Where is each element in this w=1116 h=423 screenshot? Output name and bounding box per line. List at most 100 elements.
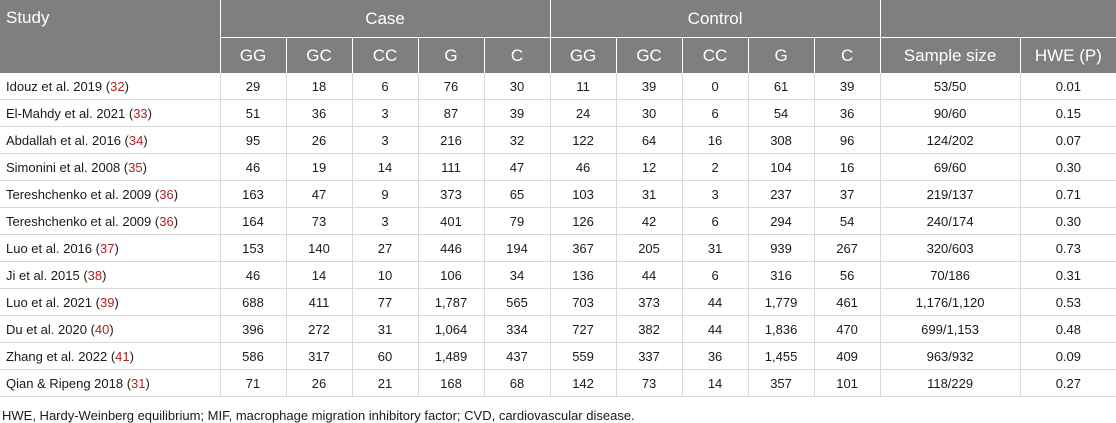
data-cell: 317 [286,342,353,370]
data-cell: 0.31 [1020,261,1116,289]
data-cell: 168 [418,369,485,397]
data-cell: 6 [682,99,749,127]
study-cell: Du et al. 2020 (40) [0,315,221,343]
data-cell: 26 [286,126,353,154]
data-cell: 70/186 [880,261,1021,289]
data-cell: 446 [418,234,485,262]
data-cell: 39 [616,73,683,100]
data-cell: 140 [286,234,353,262]
data-cell: 219/137 [880,180,1021,208]
study-author: Simonini et al. 2008 [6,159,121,175]
reference-link[interactable]: 35 [128,159,143,175]
table-row: Qian & Ripeng 2018 (31) 71 26 21 168 68 142 73 1… [0,369,1116,397]
data-cell: 727 [550,315,617,343]
column-header: HWE (P) [1020,37,1116,73]
data-cell: 164 [220,207,287,235]
data-cell: 357 [748,369,815,397]
data-cell: 699/1,153 [880,315,1021,343]
data-cell: 61 [748,73,815,100]
study-author: Luo et al. 2021 [6,294,93,310]
data-cell: 77 [352,288,419,316]
data-cell: 0.27 [1020,369,1116,397]
data-cell: 411 [286,288,353,316]
data-cell: 96 [814,126,881,154]
reference-link[interactable]: 36 [159,186,174,202]
data-cell: 163 [220,180,287,208]
data-cell: 382 [616,315,683,343]
study-author: El-Mahdy et al. 2021 [6,105,126,121]
data-cell: 205 [616,234,683,262]
data-cell: 122 [550,126,617,154]
study-cell: Ji et al. 2015 (38) [0,261,221,289]
reference-link[interactable]: 38 [87,267,103,283]
column-header: C [814,37,881,73]
study-author: Ji et al. 2015 [6,267,80,283]
study-author: Tereshchenko et al. 2009 [6,186,152,202]
table-row: Luo et al. 2016 (37) 153 140 27 446 194 367 205… [0,234,1116,262]
table-row: Zhang et al. 2022 (41) 586 317 60 1,489 437 55… [0,342,1116,370]
data-cell: 237 [748,180,815,208]
data-cell: 1,489 [418,342,485,370]
data-cell: 3 [352,99,419,127]
reference-link[interactable]: 32 [110,78,125,94]
data-cell: 64 [616,126,683,154]
data-cell: 46 [220,153,287,181]
study-cell: Luo et al. 2021 (39) [0,288,221,316]
data-cell: 401 [418,207,485,235]
data-cell: 39 [484,99,551,127]
data-cell: 95 [220,126,287,154]
column-header: CC [682,37,749,73]
data-cell: 3 [352,207,419,235]
reference-link[interactable]: 37 [99,240,115,256]
study-cell: Luo et al. 2016 (37) [0,234,221,262]
data-cell: 32 [484,126,551,154]
data-cell: 106 [418,261,485,289]
reference-link[interactable]: 31 [131,375,146,391]
data-cell: 42 [616,207,683,235]
data-cell: 240/174 [880,207,1021,235]
data-cell: 10 [352,261,419,289]
data-cell: 939 [748,234,815,262]
data-cell: 6 [682,207,749,235]
data-cell: 308 [748,126,815,154]
data-cell: 46 [550,153,617,181]
data-cell: 54 [748,99,815,127]
column-header: G [748,37,815,73]
data-cell: 101 [814,369,881,397]
data-cell: 0.09 [1020,342,1116,370]
study-table: Study Case Control GG GC CC G C GG GC CC G C Sampl… [0,0,1116,397]
reference-link[interactable]: 41 [115,348,130,364]
data-cell: 126 [550,207,617,235]
data-cell: 46 [220,261,287,289]
data-cell: 79 [484,207,551,235]
table-row: Tereshchenko et al. 2009 (36) 164 73 3 401 79… [0,207,1116,235]
data-cell: 73 [616,369,683,397]
column-header: GC [286,37,353,73]
reference-link[interactable]: 39 [99,294,115,310]
data-cell: 136 [550,261,617,289]
data-cell: 31 [352,315,419,343]
column-header: C [484,37,551,73]
reference-link[interactable]: 33 [133,105,148,121]
data-cell: 586 [220,342,287,370]
data-cell: 0.01 [1020,73,1116,100]
data-cell: 69/60 [880,153,1021,181]
case-group-header: Case [220,0,551,38]
data-cell: 18 [286,73,353,100]
data-cell: 334 [484,315,551,343]
data-cell: 470 [814,315,881,343]
data-cell: 272 [286,315,353,343]
data-cell: 437 [484,342,551,370]
data-cell: 36 [682,342,749,370]
study-header: Study [0,0,221,73]
data-cell: 409 [814,342,881,370]
reference-link[interactable]: 36 [159,213,174,229]
study-author: Zhang et al. 2022 [6,348,108,364]
data-cell: 3 [352,126,419,154]
data-cell: 37 [814,180,881,208]
blank-group-header [880,0,1116,38]
study-cell: Zhang et al. 2022 (41) [0,342,221,370]
data-cell: 194 [484,234,551,262]
reference-link[interactable]: 40 [94,321,110,337]
reference-link[interactable]: 34 [128,132,144,148]
